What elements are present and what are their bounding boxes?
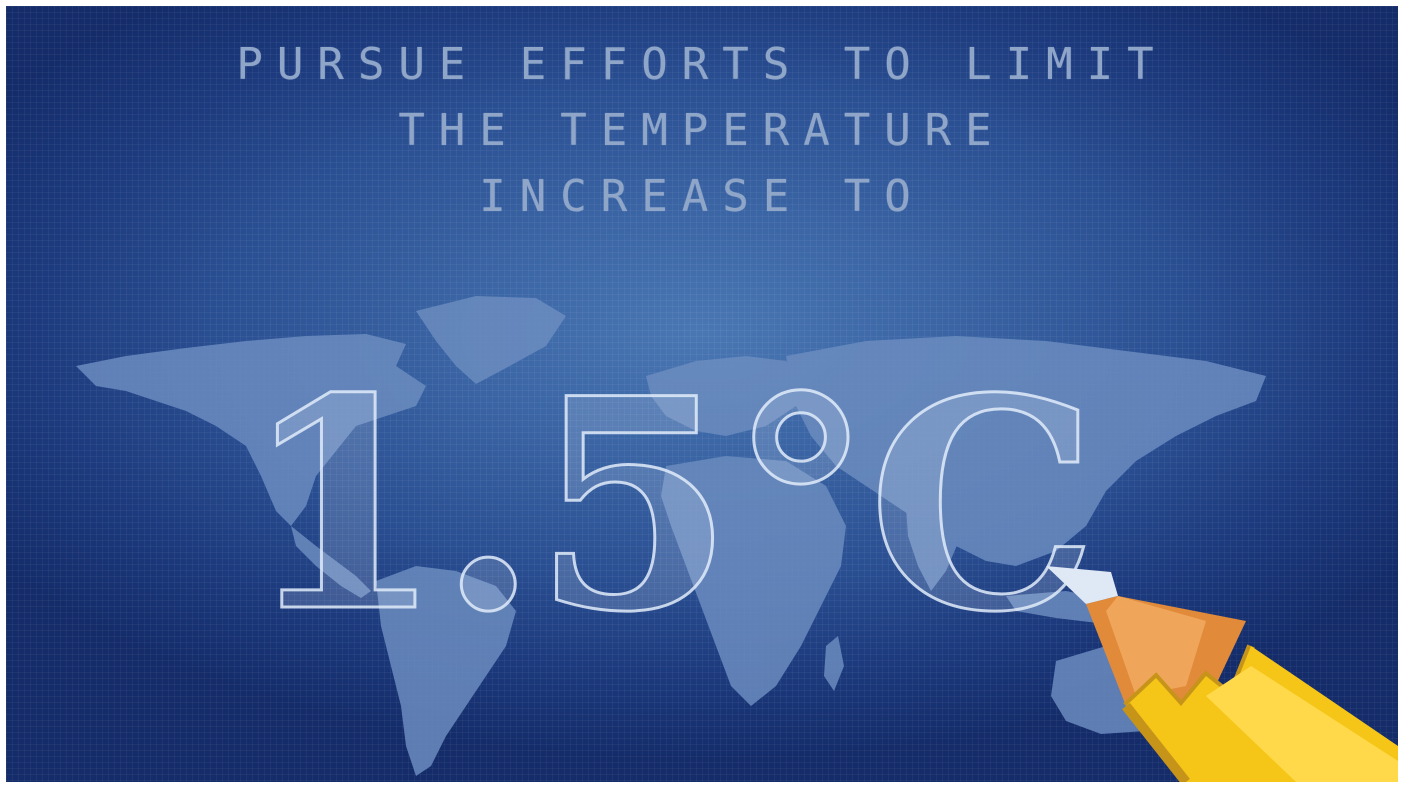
india	[906, 506, 961, 591]
headline-line-2: THE TEMPERATURE	[398, 105, 1006, 156]
africa	[661, 456, 846, 706]
temperature-target: 1.5°C	[240, 336, 1099, 676]
world-map-icon	[76, 296, 1266, 776]
europe	[646, 356, 806, 436]
south-america	[376, 566, 516, 776]
pencil-tip	[1046, 566, 1118, 604]
headline-line-1: PURSUE EFFORTS TO LIMIT	[236, 39, 1168, 90]
infographic-panel: PURSUE EFFORTS TO LIMIT THE TEMPERATURE …	[6, 6, 1398, 782]
japan	[1104, 418, 1124, 476]
headline: PURSUE EFFORTS TO LIMIT THE TEMPERATURE …	[6, 32, 1398, 230]
asia	[786, 336, 1266, 566]
pencil-icon	[1046, 566, 1398, 782]
north-america	[76, 334, 426, 526]
central-america	[291, 526, 371, 598]
madagascar	[824, 636, 844, 691]
headline-line-3: INCREASE TO	[479, 171, 925, 222]
greenland	[416, 296, 566, 384]
